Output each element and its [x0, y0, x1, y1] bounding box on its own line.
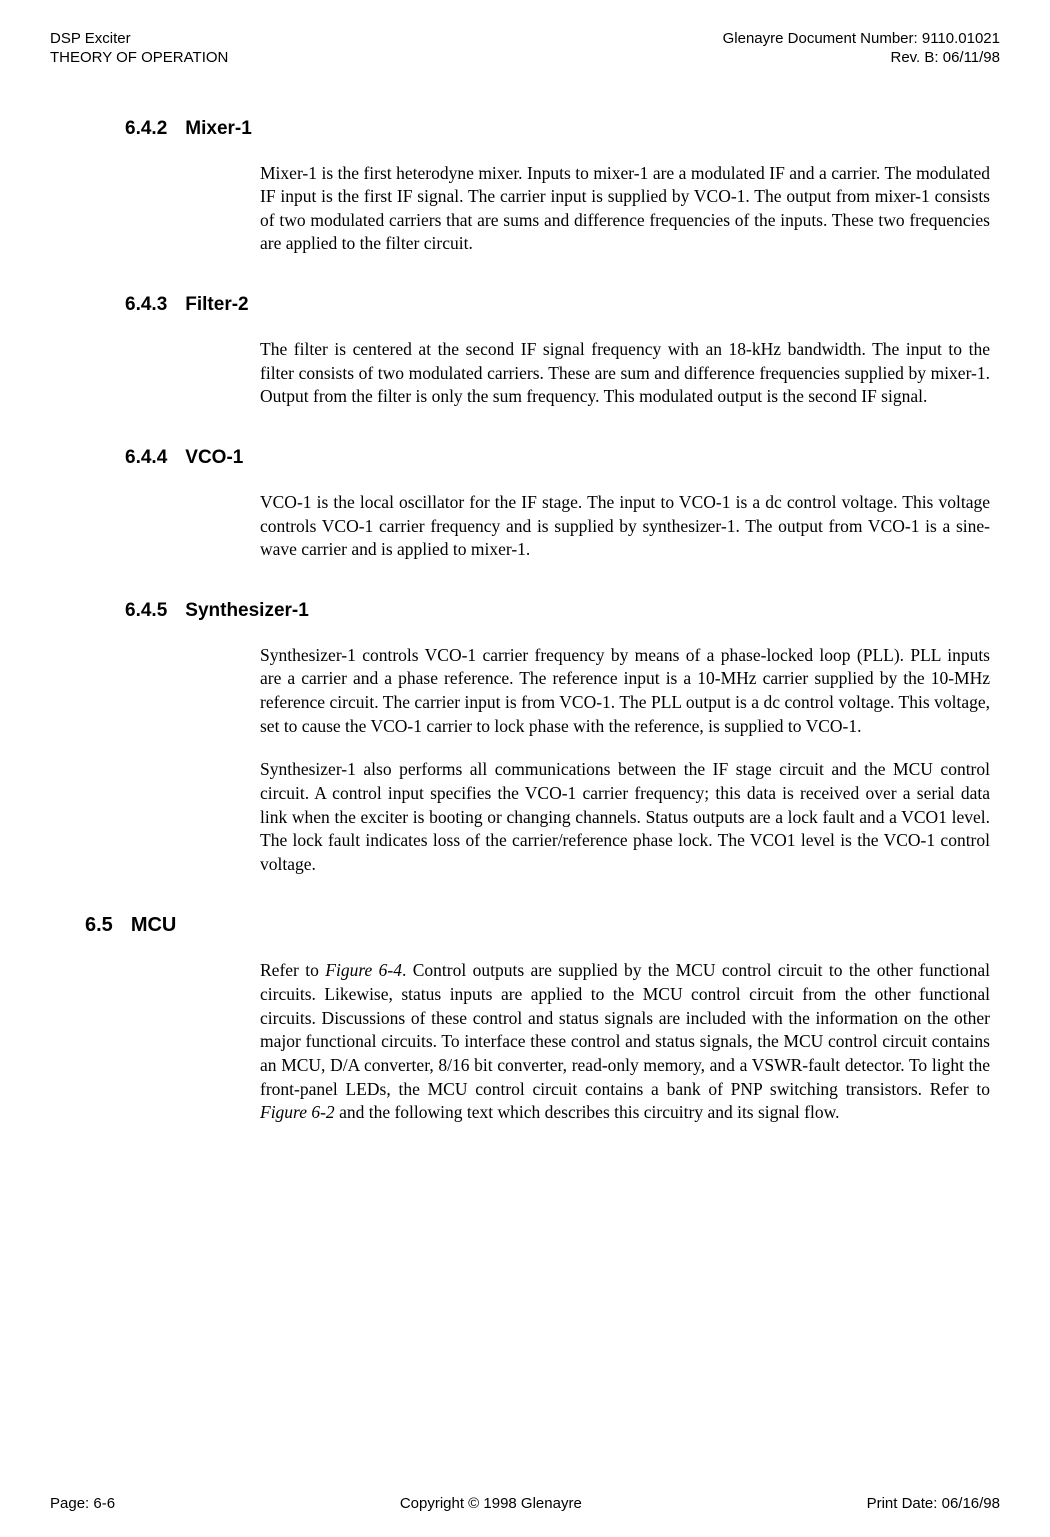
figure-reference: Figure 6-4 — [325, 960, 402, 980]
heading-number: 6.5 — [85, 914, 113, 937]
footer-copyright: Copyright © 1998 Glenayre — [400, 1495, 582, 1512]
footer-page-number: Page: 6-6 — [50, 1495, 115, 1512]
paragraph: The filter is centered at the second IF … — [260, 338, 990, 409]
heading-6-5: 6.5 MCU — [85, 914, 1000, 937]
header-chapter: THEORY OF OPERATION — [50, 49, 228, 68]
paragraph: Mixer-1 is the first heterodyne mixer. I… — [260, 162, 990, 257]
text-run: and the following text which describes t… — [335, 1102, 840, 1122]
paragraph: Synthesizer-1 controls VCO-1 carrier fre… — [260, 644, 990, 739]
text-run: Refer to — [260, 960, 325, 980]
page-header: DSP Exciter THEORY OF OPERATION Glenayre… — [50, 30, 1000, 68]
heading-title: Synthesizer-1 — [185, 600, 309, 621]
heading-title: Mixer-1 — [185, 118, 252, 139]
heading-title: Filter-2 — [185, 294, 248, 315]
heading-6-4-4: 6.4.4 VCO-1 — [125, 447, 1000, 469]
header-revision: Rev. B: 06/11/98 — [723, 49, 1000, 68]
footer-print-date: Print Date: 06/16/98 — [867, 1495, 1000, 1512]
header-doc-number: Glenayre Document Number: 9110.01021 — [723, 30, 1000, 49]
heading-number: 6.4.3 — [125, 294, 167, 316]
heading-6-4-3: 6.4.3 Filter-2 — [125, 294, 1000, 316]
paragraph: Refer to Figure 6-4. Control outputs are… — [260, 959, 990, 1124]
heading-6-4-2: 6.4.2 Mixer-1 — [125, 118, 1000, 140]
heading-title: MCU — [131, 914, 177, 936]
paragraph: VCO-1 is the local oscillator for the IF… — [260, 491, 990, 562]
heading-number: 6.4.2 — [125, 118, 167, 140]
text-run: . Control outputs are supplied by the MC… — [260, 960, 990, 1098]
paragraph: Synthesizer-1 also performs all communic… — [260, 758, 990, 876]
header-doc-title: DSP Exciter — [50, 30, 228, 49]
page-content: 6.4.2 Mixer-1 Mixer-1 is the first hetero… — [50, 118, 1000, 1125]
figure-reference: Figure 6-2 — [260, 1102, 335, 1122]
page: DSP Exciter THEORY OF OPERATION Glenayre… — [0, 0, 1050, 1537]
header-left: DSP Exciter THEORY OF OPERATION — [50, 30, 228, 68]
header-right: Glenayre Document Number: 9110.01021 Rev… — [723, 30, 1000, 68]
heading-6-4-5: 6.4.5 Synthesizer-1 — [125, 600, 1000, 622]
heading-number: 6.4.4 — [125, 447, 167, 469]
heading-title: VCO-1 — [185, 447, 243, 468]
page-footer: Page: 6-6 Copyright © 1998 Glenayre Prin… — [50, 1495, 1000, 1512]
heading-number: 6.4.5 — [125, 600, 167, 622]
